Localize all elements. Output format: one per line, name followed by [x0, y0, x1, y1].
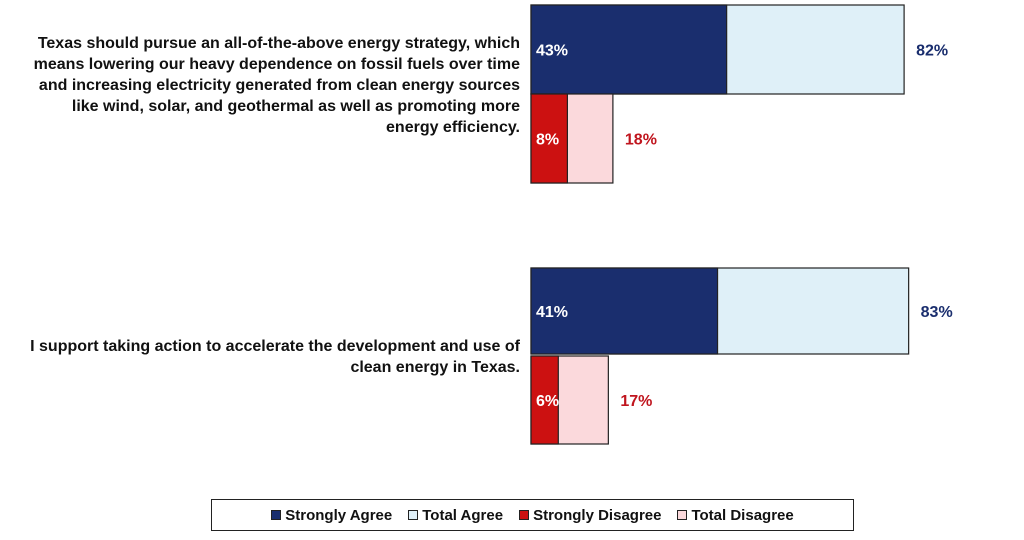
label-strongly-disagree-2: 6% — [536, 393, 559, 410]
legend-entry-total-disagree: Total Disagree — [677, 506, 794, 524]
legend-swatch-total-disagree — [677, 510, 688, 520]
legend-swatch-strongly-agree — [271, 510, 282, 520]
bar-strongly-agree-1 — [530, 4, 728, 95]
label-total-agree-1: 82% — [916, 43, 948, 60]
bar-strongly-disagree-1 — [530, 93, 569, 184]
chart-legend: Strongly Agree Total Agree Strongly Disa… — [211, 499, 854, 531]
legend-entry-strongly-disagree: Strongly Disagree — [519, 507, 661, 524]
legend-entry-strongly-agree: Strongly Agree — [271, 507, 392, 524]
legend-label-total-agree: Total Agree — [422, 506, 504, 524]
legend-swatch-strongly-disagree — [519, 510, 530, 520]
label-strongly-agree-1: 43% — [536, 43, 568, 60]
legend-swatch-total-agree — [408, 510, 419, 520]
legend-label-strongly-disagree: Strongly Disagree — [533, 506, 662, 524]
label-total-disagree-2: 17% — [620, 393, 652, 410]
bar-strongly-agree-2 — [530, 267, 719, 355]
legend-label-total-disagree: Total Disagree — [691, 506, 794, 524]
bar-strongly-disagree-2 — [530, 355, 559, 445]
legend-label-strongly-agree: Strongly Agree — [285, 506, 393, 524]
label-total-disagree-1: 18% — [625, 132, 657, 149]
legend-entry-total-agree: Total Agree — [408, 507, 503, 524]
label-strongly-disagree-1: 8% — [536, 132, 559, 149]
label-total-agree-2: 83% — [921, 304, 953, 321]
label-strongly-agree-2: 41% — [536, 304, 568, 321]
statement-2-label: I support taking action to accelerate th… — [30, 338, 520, 376]
statement-1-label: Texas should pursue an all-of-the-above … — [33, 35, 520, 136]
